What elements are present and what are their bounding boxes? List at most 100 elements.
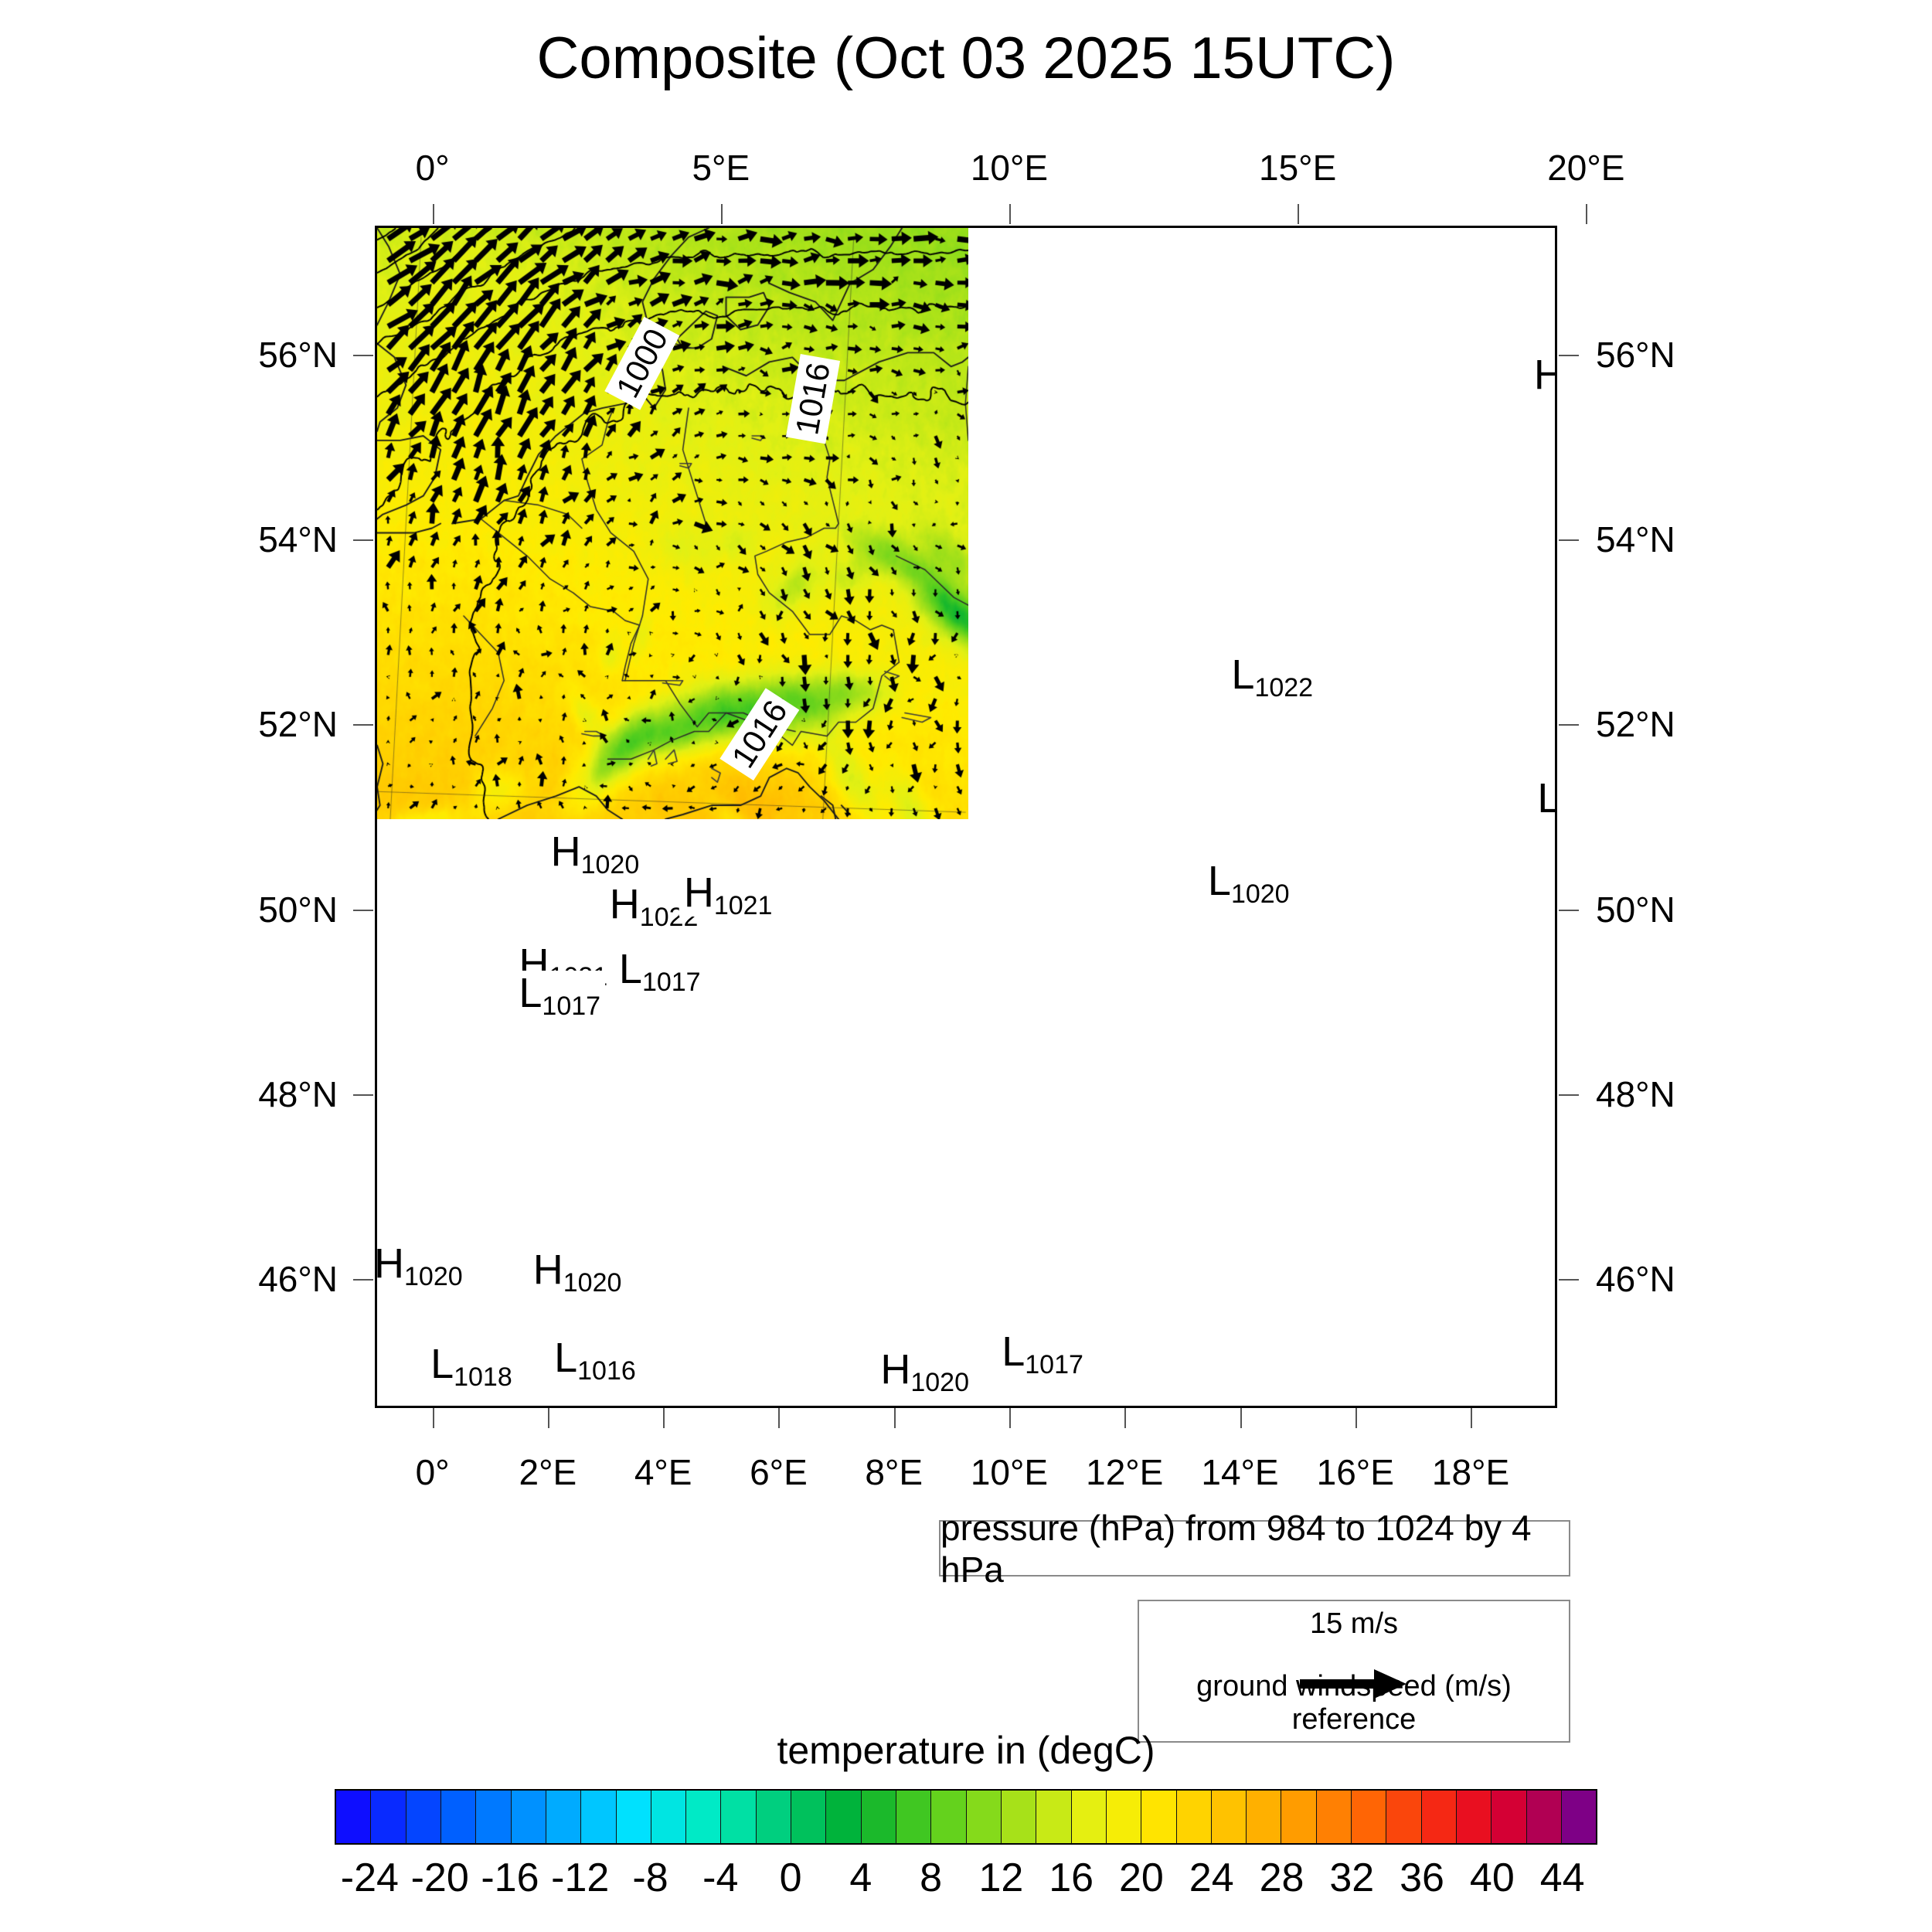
left-tick — [353, 1278, 373, 1281]
colorbar-cell — [406, 1791, 441, 1843]
colorbar-tick-label-5: -4 — [702, 1855, 739, 1900]
pressure-marker-type: H — [375, 1240, 405, 1287]
left-tick — [353, 539, 373, 542]
colorbar-cell — [931, 1791, 967, 1843]
colorbar-tick-label-8: 8 — [920, 1855, 943, 1900]
bottom-tick-label-7: 14°E — [1201, 1452, 1279, 1492]
pressure-marker-value: 1020 — [563, 1267, 622, 1298]
pressure-marker-l-7: L1020 — [1202, 857, 1294, 907]
colorbar-cell — [826, 1791, 862, 1843]
colorbar-cell — [1106, 1791, 1142, 1843]
colorbar-tick-label-13: 28 — [1259, 1855, 1304, 1900]
colorbar-tick-label-0: -24 — [340, 1855, 399, 1900]
colorbar-cell — [686, 1791, 722, 1843]
pressure-legend-text: pressure (hPa) from 984 to 1024 by 4 hPa — [940, 1507, 1532, 1590]
bottom-tick — [1124, 1408, 1127, 1428]
bottom-tick — [663, 1408, 665, 1428]
pressure-marker-h-0: H1020 — [546, 828, 645, 879]
pressure-marker-l-13: L1016 — [549, 1335, 641, 1384]
pressure-marker-type: L — [554, 1335, 578, 1382]
top-tick-label-2: 10°E — [970, 148, 1049, 188]
colorbar-tick-label-6: 0 — [779, 1855, 802, 1900]
colorbar-tick-label-9: 12 — [978, 1855, 1024, 1900]
isobar-label-0: 1000 — [604, 316, 680, 410]
colorbar-tick-label-16: 40 — [1469, 1855, 1515, 1900]
colorbar-cell — [756, 1791, 792, 1843]
pressure-marker-type: L — [1231, 651, 1255, 699]
bottom-tick — [1471, 1408, 1473, 1428]
pressure-marker-type: L — [1537, 775, 1555, 821]
pressure-marker-value: 1016 — [577, 1356, 636, 1386]
right-tick-label-0: 56°N — [1596, 335, 1675, 376]
left-tick-label-3: 50°N — [258, 889, 338, 930]
right-tick — [1559, 1278, 1579, 1281]
colorbar-cell — [1457, 1791, 1492, 1843]
colorbar-cell — [440, 1791, 477, 1843]
pressure-marker-value: 1017 — [1025, 1350, 1083, 1380]
bottom-tick — [893, 1408, 896, 1428]
pressure-marker-value: 1017 — [542, 991, 601, 1021]
pressure-marker-type: L — [1207, 857, 1231, 904]
top-tick — [720, 204, 723, 224]
colorbar-cell — [1141, 1791, 1177, 1843]
pressure-marker-value: 1020 — [404, 1262, 463, 1292]
wind-reference-speed: 15 m/s — [1309, 1607, 1399, 1640]
pressure-marker-type: H — [532, 1246, 563, 1293]
colorbar-cell — [1526, 1791, 1562, 1843]
pressure-marker-l-4: L1017 — [514, 969, 606, 1019]
colorbar-cell — [1421, 1791, 1457, 1843]
colorbar-cell — [476, 1791, 512, 1843]
colorbar-tick-label-4: -8 — [632, 1855, 668, 1900]
top-tick — [1298, 204, 1300, 224]
pressure-marker-value: 1022 — [1254, 673, 1314, 703]
map-container[interactable]: H1020H1022H1021H1021L1017L1017L1022L1020… — [375, 226, 1557, 1408]
isobar-label-layer: 1000 1016 1016 — [377, 228, 1555, 1406]
colorbar-ticks: -24 -20 -16 -12 -8 -4 0 4 8 12 16 20 24 28 32 36 40 44 — [335, 1855, 1597, 1901]
pressure-marker-type: H — [550, 828, 581, 875]
bottom-tick — [432, 1408, 434, 1428]
left-tick — [353, 909, 373, 911]
colorbar-title: temperature in (degC) — [777, 1729, 1155, 1772]
left-tick-label-2: 52°N — [258, 704, 338, 745]
pressure-marker-l-15: L1017 — [997, 1328, 1088, 1380]
pressure-marker-type: H — [880, 1346, 911, 1393]
pressure-marker-h-9: H — [1529, 352, 1555, 399]
bottom-tick — [778, 1408, 781, 1428]
bottom-tick-label-0: 0° — [415, 1452, 450, 1492]
bottom-tick-label-4: 8°E — [865, 1452, 923, 1492]
pressure-marker-value: 1020 — [580, 849, 640, 879]
right-tick-label-2: 52°N — [1596, 704, 1675, 745]
colorbar-tick-label-15: 36 — [1400, 1855, 1444, 1900]
colorbar-tick-label-17: 44 — [1539, 1855, 1585, 1900]
colorbar-cell — [336, 1791, 372, 1843]
right-tick-label-1: 54°N — [1596, 519, 1675, 560]
pressure-marker-value: 1020 — [1230, 879, 1290, 909]
left-tick-label-4: 48°N — [258, 1073, 338, 1114]
colorbar-tick-label-7: 4 — [849, 1855, 872, 1900]
bottom-tick-label-5: 10°E — [970, 1452, 1049, 1492]
right-tick-label-4: 48°N — [1596, 1073, 1675, 1114]
colorbar-tick-label-10: 16 — [1049, 1855, 1094, 1900]
isobar-label-2: 1016 — [719, 688, 800, 781]
pressure-marker-l-5: L1017 — [614, 947, 706, 995]
colorbar-cell — [616, 1791, 651, 1843]
top-tick — [1009, 204, 1011, 224]
colorbar-cell — [966, 1791, 1002, 1843]
right-tick — [1559, 909, 1579, 911]
pressure-marker-type: L — [519, 969, 543, 1016]
top-tick — [1586, 204, 1588, 224]
colorbar-cell — [1211, 1791, 1247, 1843]
pressure-marker-h-14: H1020 — [876, 1346, 974, 1396]
pressure-marker-type: L — [1002, 1328, 1026, 1376]
colorbar-cell — [1316, 1791, 1352, 1843]
pressure-marker-value: 1017 — [641, 968, 701, 998]
colorbar-cell — [896, 1791, 932, 1843]
pressure-marker-value: 1020 — [910, 1368, 969, 1398]
left-tick-label-5: 46°N — [258, 1258, 338, 1299]
colorbar[interactable] — [335, 1789, 1597, 1845]
colorbar-tick-label-14: 32 — [1329, 1855, 1375, 1900]
map-frame: H1020H1022H1021H1021L1017L1017L1022L1020… — [375, 226, 1557, 1408]
pressure-marker-value: 1018 — [454, 1362, 512, 1392]
pressure-marker-type: H — [683, 869, 714, 917]
colorbar-cell — [511, 1791, 546, 1843]
